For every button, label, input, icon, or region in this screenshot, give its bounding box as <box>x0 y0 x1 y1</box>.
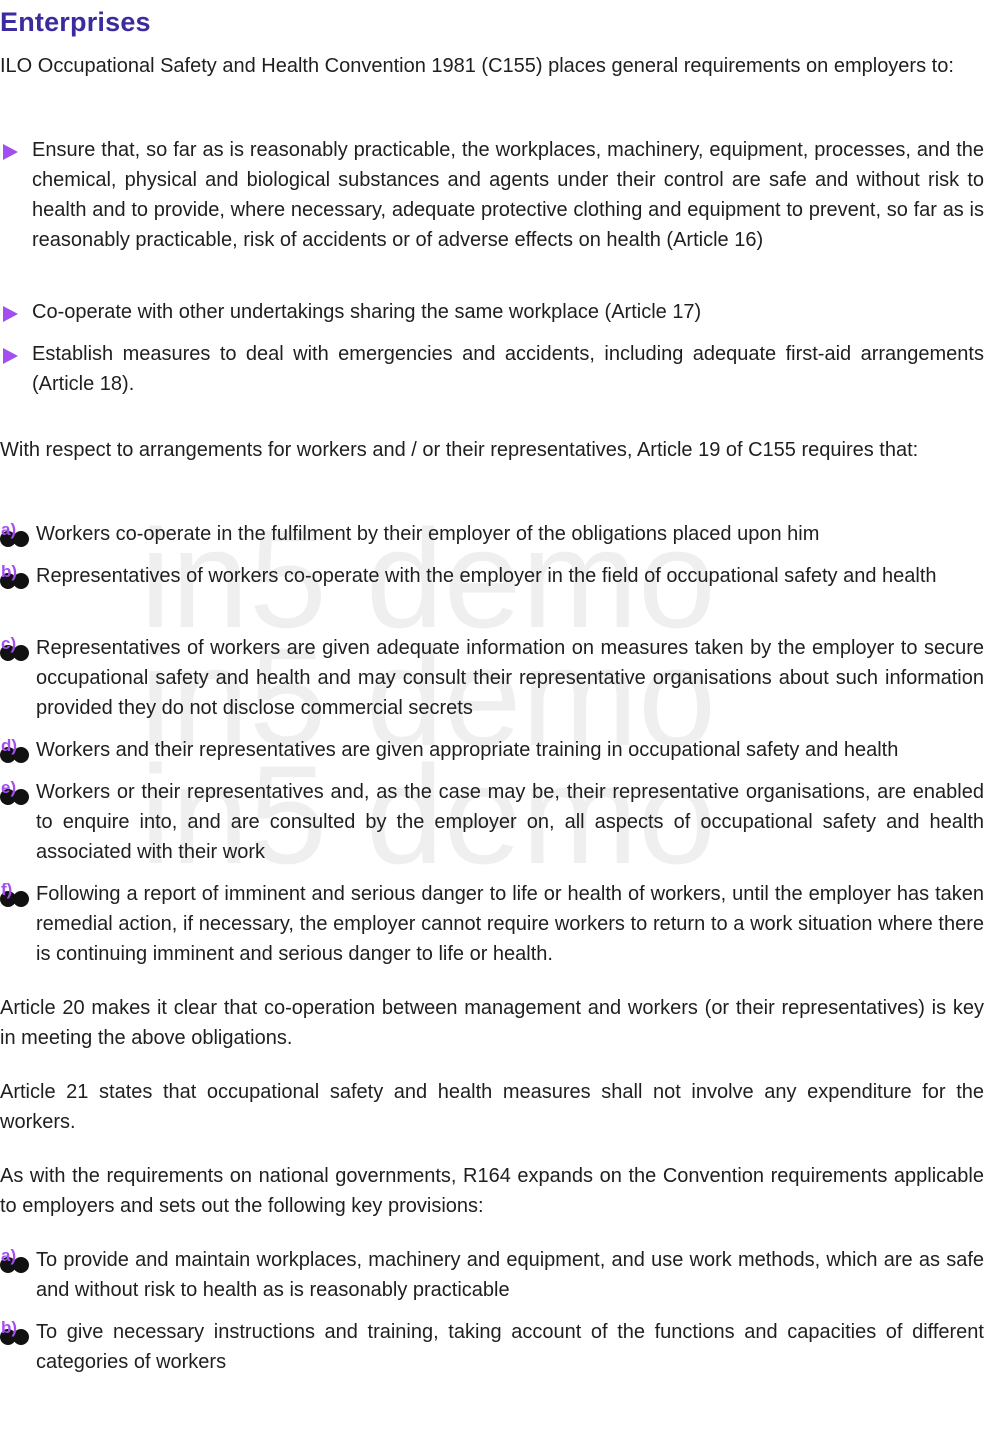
list-item-text: To provide and maintain workplaces, mach… <box>36 1249 984 1301</box>
list-letter: a) <box>1 520 17 539</box>
list-letter: a) <box>1 1246 17 1265</box>
dot-icon <box>13 645 29 661</box>
dot-icon <box>13 573 29 589</box>
list-item-text: Representatives of workers co-operate wi… <box>36 565 937 587</box>
dot-icon <box>0 1257 16 1273</box>
list-item-text: Representatives of workers are given ade… <box>36 637 984 719</box>
article19-intro: With respect to arrangements for workers… <box>0 439 919 461</box>
arrow-bullet-icon <box>3 348 18 364</box>
list-item-text: Workers or their representatives and, as… <box>36 781 984 863</box>
list-marker: b) <box>0 1317 36 1347</box>
arrow-bullet-icon <box>3 306 18 322</box>
article20-paragraph: Article 20 makes it clear that co-operat… <box>0 997 984 1049</box>
list-marker: a) <box>0 519 36 549</box>
bullet-text: Establish measures to deal with emergenc… <box>32 343 984 395</box>
list-item-text: To give necessary instructions and train… <box>36 1321 984 1373</box>
dot-icon <box>0 573 16 589</box>
list-marker: d) <box>0 735 36 765</box>
dot-icon <box>13 747 29 763</box>
dot-icon <box>0 747 16 763</box>
list-letter: b) <box>1 562 18 581</box>
list-marker: f) <box>0 879 36 909</box>
list-letter: c) <box>1 634 17 653</box>
section-title: Enterprises <box>0 7 151 37</box>
list-item-text: Following a report of imminent and serio… <box>36 883 984 965</box>
list-marker: e) <box>0 777 36 807</box>
list-marker: a) <box>0 1245 36 1275</box>
dot-icon <box>13 891 29 907</box>
dot-icon <box>13 1329 29 1345</box>
bullet-text: Co-operate with other undertakings shari… <box>32 301 702 323</box>
arrow-bullet-icon <box>3 144 18 160</box>
dot-icon <box>13 1257 29 1273</box>
dot-icon <box>0 789 16 805</box>
r164-intro: As with the requirements on national gov… <box>0 1165 984 1217</box>
article21-paragraph: Article 21 states that occupational safe… <box>0 1081 984 1133</box>
list-item-text: Workers co-operate in the fulfilment by … <box>36 523 820 545</box>
dot-icon <box>13 789 29 805</box>
list-marker: c) <box>0 633 36 663</box>
list-letter: b) <box>1 1318 18 1337</box>
dot-icon <box>0 1329 16 1345</box>
bullet-text: Ensure that, so far as is reasonably pra… <box>32 139 984 251</box>
dot-icon <box>0 891 16 907</box>
list-letter: e) <box>1 778 17 797</box>
list-marker: b) <box>0 561 36 591</box>
dot-icon <box>13 531 29 547</box>
dot-icon <box>0 531 16 547</box>
list-item-text: Workers and their representatives are gi… <box>36 739 899 761</box>
intro-paragraph: ILO Occupational Safety and Health Conve… <box>0 55 954 77</box>
list-letter: f) <box>1 880 13 899</box>
list-letter: d) <box>1 736 18 755</box>
dot-icon <box>0 645 16 661</box>
